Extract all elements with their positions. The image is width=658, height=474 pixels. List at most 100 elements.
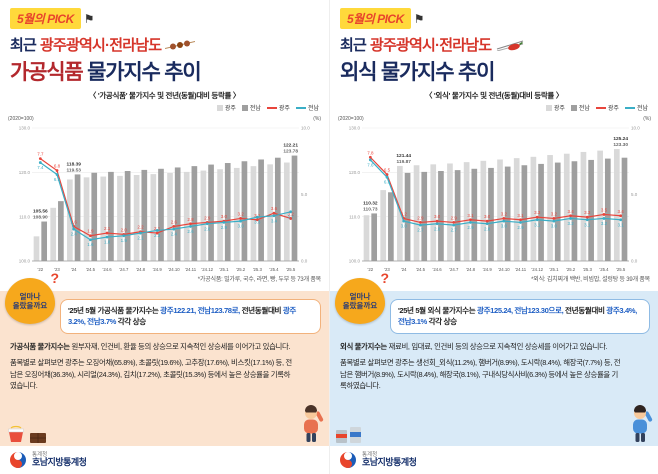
body-paragraph-2: 품목별로 살펴보면 광주는 오징어채(65.8%), 초콜릿(19.6%), 고… (10, 358, 292, 391)
statistics-korea-logo (10, 452, 26, 468)
chart-footnote: *외식: 김치찌개 백반, 비빔밥, 설렁탕 등 39개 품목 (531, 277, 650, 283)
subtitle-prefix: 최근 (10, 37, 37, 54)
legend-label: 광주 (224, 106, 236, 112)
body-paragraph-1: 외식 물가지수는 재료비, 임대료, 인건비 등의 상승으로 지속적인 상승세를… (340, 341, 648, 352)
subtitle-region: 광주광역시·전라남도 (40, 37, 162, 54)
lead-text: '25년 5월 가공식품 물가지수는 (68, 306, 161, 315)
svg-text:3.1: 3.1 (584, 222, 591, 227)
svg-text:123.30: 123.30 (613, 142, 628, 148)
svg-text:3.1: 3.1 (534, 222, 541, 227)
noodle-cup-icon (8, 425, 24, 442)
svg-text:105.56: 105.56 (33, 209, 48, 215)
svg-text:'22: '22 (38, 267, 44, 272)
svg-text:'25.2: '25.2 (236, 267, 246, 272)
svg-text:'24.11: '24.11 (185, 267, 197, 272)
title-highlight: 외식 (340, 61, 377, 84)
svg-text:3.1: 3.1 (517, 213, 524, 218)
svg-text:0.0: 0.0 (631, 259, 638, 264)
legend-label: 전남 (249, 106, 261, 112)
question-line2: 올랐을까요 (342, 301, 378, 310)
svg-text:2.2: 2.2 (137, 225, 144, 230)
svg-text:2.9: 2.9 (204, 215, 211, 220)
body1-rest: 재료비, 임대료, 인건비 등의 상승으로 지속적인 상승세를 이어가고 있습니… (386, 341, 608, 351)
summary-bubble: '25년 5월 외식 물가지수는 광주125.24, 전남123.30으로, 전… (390, 299, 650, 334)
svg-text:130.0: 130.0 (19, 126, 31, 131)
footer-agency: 통계청 (32, 452, 48, 459)
panel-header: 5월의 PICK ⚑ 최근 광주광역시·전라남도 외식 물가지수 추이 (330, 0, 658, 88)
svg-text:110.0: 110.0 (349, 214, 360, 219)
svg-text:121.44: 121.44 (396, 153, 411, 159)
legend-gwangju-bar: 광주 (545, 103, 565, 112)
footer-office: 호남지방통계청 (32, 457, 87, 468)
lead-text: 각각 상승 (116, 317, 146, 327)
question-badge: 얼마나 올랐을까요 ? (5, 270, 59, 324)
badge-row: 5월의 PICK ⚑ (10, 8, 319, 29)
lead-highlight-rate: 광주3.4%, 전남3.1% (398, 306, 637, 327)
body-paragraph-2: 품목별로 살펴보면 광주는 생선회_외식(11.2%), 햄버거(8.9%), … (340, 358, 621, 391)
svg-text:3.0: 3.0 (401, 224, 408, 229)
lead-text: '25년 5월 외식 물가지수는 (398, 306, 477, 315)
svg-text:'25.5: '25.5 (616, 267, 626, 272)
svg-text:'23: '23 (54, 267, 60, 272)
person-illustration (633, 405, 653, 442)
page-title: 외식 물가지수 추이 (340, 56, 648, 86)
question-mark-icon: ? (380, 270, 389, 286)
svg-text:2.8: 2.8 (434, 226, 441, 231)
statistics-korea-logo (340, 452, 356, 468)
svg-text:'24.7: '24.7 (119, 267, 129, 272)
lead-highlight-index: 광주125.24, 전남123.30으로, (477, 306, 564, 315)
svg-text:0.0: 0.0 (301, 259, 308, 264)
badge-row: 5월의 PICK ⚑ (340, 8, 648, 29)
svg-text:3.2: 3.2 (551, 211, 558, 216)
question-line2: 올랐을까요 (12, 301, 48, 310)
svg-text:3.2: 3.2 (288, 211, 295, 216)
page-title: 가공식품 물가지수 추이 (10, 56, 319, 86)
svg-text:2.9: 2.9 (451, 215, 458, 220)
chopsticks-pepper-icon (497, 40, 524, 51)
dining-out-price-chart: 100.0 110.0 120.0 130.0 0.0 5.0 10.0 (2020=100)… (338, 116, 651, 272)
svg-text:3.2: 3.2 (501, 211, 508, 216)
svg-text:'24.12: '24.12 (531, 267, 543, 272)
svg-text:3.4: 3.4 (567, 209, 574, 214)
svg-text:110.73: 110.73 (363, 206, 378, 212)
chart-legend: 광주 전남 광주 전남 (340, 103, 648, 112)
svg-text:2.8: 2.8 (484, 226, 491, 231)
svg-text:(2020=100): (2020=100) (338, 116, 364, 122)
legend-label: 전남 (307, 106, 319, 112)
footer: 통계청 호남지방통계청 (330, 446, 658, 474)
lead-text: 각각 상승 (426, 317, 457, 327)
month-pick-badge: 5월의 PICK (10, 8, 81, 29)
svg-text:'22: '22 (368, 267, 374, 272)
svg-text:2.9: 2.9 (417, 215, 424, 220)
legend-gwangju-bar: 광주 (216, 103, 236, 112)
svg-text:(%): (%) (313, 116, 321, 122)
svg-text:2.9: 2.9 (467, 225, 474, 230)
svg-text:'24.11: '24.11 (515, 267, 527, 272)
svg-text:5.0: 5.0 (631, 192, 638, 197)
chocolate-icon (30, 433, 46, 443)
svg-text:2.9: 2.9 (221, 225, 228, 230)
chart-footnote: *가공식품: 밀가루, 국수, 라면, 빵, 두부 등 73개 품목 (197, 277, 321, 283)
svg-text:'24.12: '24.12 (201, 267, 213, 272)
jeonnam-line-chip-icon (624, 106, 635, 109)
footer-org: 통계청 호남지방통계청 (32, 452, 87, 468)
svg-text:3.0: 3.0 (221, 214, 228, 219)
svg-text:1.8: 1.8 (104, 240, 111, 245)
summary-bubble: '25년 5월 가공식품 물가지수는 광주122.21, 전남123.78로, … (60, 299, 321, 334)
svg-text:119.87: 119.87 (397, 159, 412, 165)
legend-label: 광주 (278, 106, 290, 112)
svg-text:2.6: 2.6 (171, 219, 178, 224)
svg-text:'24.7: '24.7 (449, 267, 459, 272)
svg-text:3.0: 3.0 (551, 224, 558, 229)
svg-text:'25.1: '25.1 (219, 267, 229, 272)
svg-text:3.4: 3.4 (618, 209, 625, 214)
legend-label: 전남 (636, 106, 648, 112)
title-rest: 물가지수 추이 (376, 61, 496, 84)
lead-highlight-index: 광주122.21, 전남123.78로, (160, 306, 240, 315)
svg-text:3.4: 3.4 (271, 218, 278, 223)
svg-text:2.6: 2.6 (71, 219, 78, 224)
svg-text:119.53: 119.53 (67, 167, 82, 173)
svg-text:'24: '24 (71, 267, 77, 272)
svg-text:3.2: 3.2 (601, 221, 608, 226)
subtitle: 최근 광주광역시·전라남도 (340, 34, 648, 55)
